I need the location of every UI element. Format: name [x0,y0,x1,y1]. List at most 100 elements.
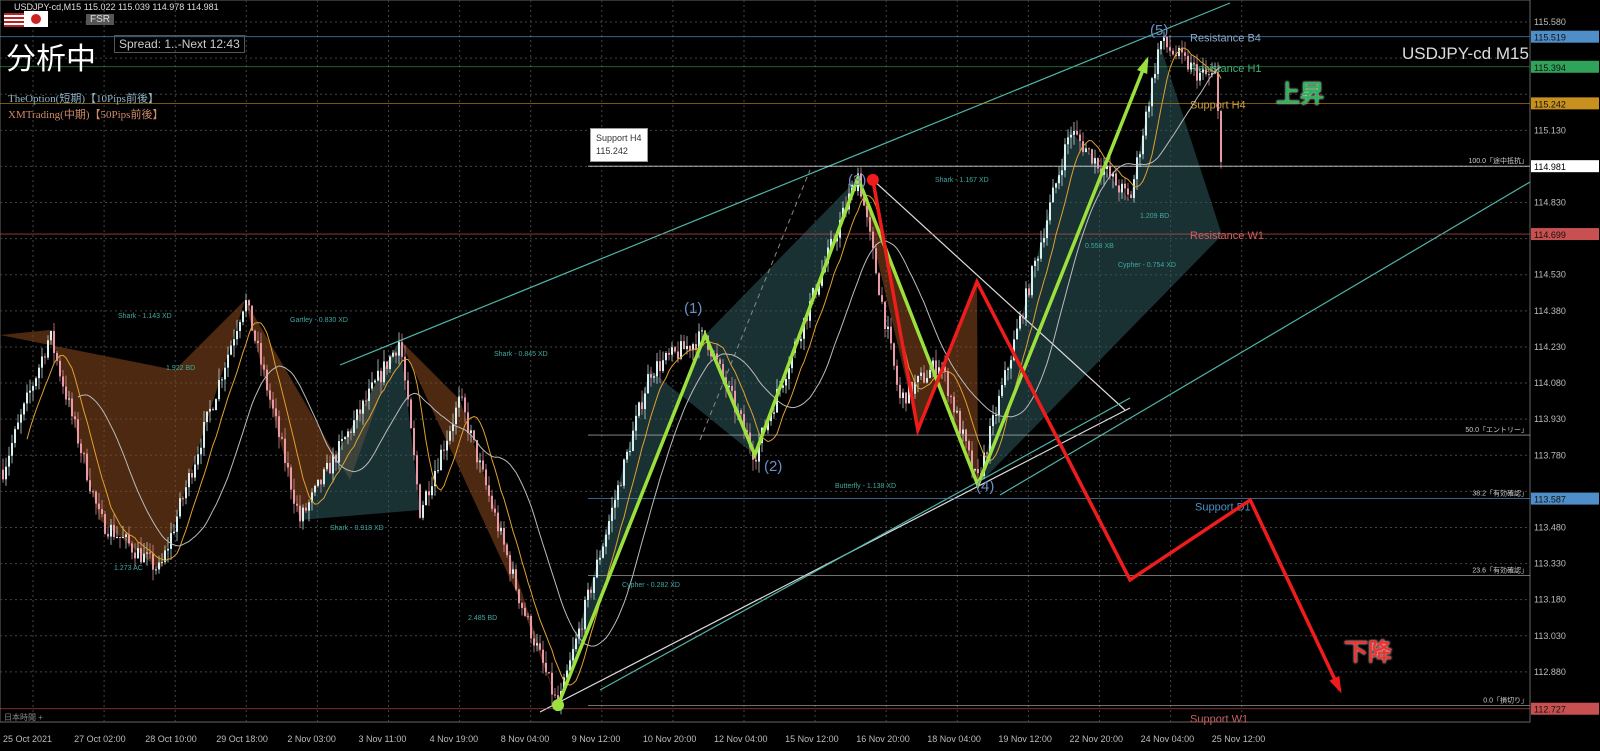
candle-body [683,341,685,350]
candle-body [548,672,550,674]
candle-body [578,628,580,639]
candle-body [461,396,463,398]
x-tick-label: 8 Nov 04:00 [501,734,550,744]
candle-body [161,562,163,564]
level-label: 50.0「エントリー」 [1465,426,1528,434]
wave-label-2: (2) [764,458,783,475]
pattern-label: Gartley - 0.830 XD [290,317,348,324]
trend-channel-line [599,397,1131,691]
price-tag-label: 115.394 [1534,63,1566,73]
candle-body [308,502,310,511]
candle-body [440,449,442,471]
candle-body [872,231,874,249]
candle-body [77,419,79,444]
candle-body [164,550,166,563]
candle-body [962,429,964,434]
level-label: Resistance H1 [1190,63,1262,75]
candle-body [122,536,124,538]
candle-body [878,273,880,296]
candle-body [1172,50,1174,55]
x-tick-label: 9 Nov 12:00 [572,734,621,744]
candle-body [47,340,49,358]
candle-body [104,514,106,534]
candle-body [350,431,352,433]
candle-body [866,205,868,218]
candle-body [959,410,961,434]
candle-body [170,533,172,549]
candle-body [623,459,625,486]
candle-body [383,361,385,383]
broker-xmtrading: XMTrading(中期)【50Pips前後】 [8,109,164,121]
candle-body [449,431,451,441]
candle-body [887,326,889,330]
candle-body [785,379,787,386]
candle-body [1094,158,1096,164]
candle-body [893,343,895,366]
tooltip-name: Support H4 [596,133,642,143]
candle-body [1037,258,1039,261]
x-tick-label: 3 Nov 11:00 [359,734,407,744]
candle-body [464,397,466,413]
x-tick-label: 18 Nov 04:00 [927,734,981,744]
candle-body [488,485,490,496]
candle-body [1124,183,1126,189]
candle-body [83,453,85,455]
level-label: Resistance W1 [1190,230,1264,242]
candle-body [500,528,502,532]
candle-body [26,392,28,404]
harmonic-pattern [558,178,858,705]
fsr-button[interactable]: FSR [86,14,114,25]
candle-body [1076,130,1078,135]
candle-body [368,388,370,402]
x-tick-label: 15 Nov 12:00 [785,734,839,744]
candle-body [269,390,271,400]
candle-body [791,352,793,369]
candle-body [260,343,262,365]
candle-body [128,534,130,544]
japan-flag-icon [24,11,48,27]
candle-body [494,508,496,513]
candle-body [698,331,700,351]
candle-body [542,649,544,663]
candle-body [272,399,274,409]
candle-body [722,363,724,378]
candle-body [1211,73,1213,75]
candle-body [428,491,430,496]
candle-body [956,410,958,413]
price-tag [1531,492,1599,505]
candle-body [254,330,256,341]
candle-body [113,524,115,538]
candle-body [896,365,898,385]
candle-body [44,356,46,358]
candle-body [137,548,139,559]
pattern-label: Shark - 0.845 XD [494,351,548,358]
candle-body [1163,36,1165,41]
timezone-tab[interactable]: 日本時間 + [4,713,43,722]
candle-body [689,345,691,351]
candle-body [149,552,151,554]
candle-body [221,379,223,381]
candle-body [1202,69,1204,73]
candle-body [374,380,376,383]
candle-body [755,459,757,462]
candle-body [5,466,7,480]
candle-body [728,385,730,388]
candle-body [746,430,748,433]
candle-body [803,318,805,339]
price-tag [1531,228,1599,241]
candle-body [38,367,40,379]
pattern-label: 0.558 XB [1085,243,1114,250]
candle-body [680,341,682,359]
wave-label-4: (4) [976,478,995,495]
x-tick-label: 16 Nov 20:00 [856,734,910,744]
candle-body [398,342,400,356]
candle-body [566,670,568,678]
candle-body [491,495,493,509]
price-tag [1531,30,1599,43]
candle-body [353,420,355,433]
candle-body [392,352,394,357]
candle-body [347,431,349,438]
candle-body [275,408,277,417]
candle-body [1064,144,1066,171]
